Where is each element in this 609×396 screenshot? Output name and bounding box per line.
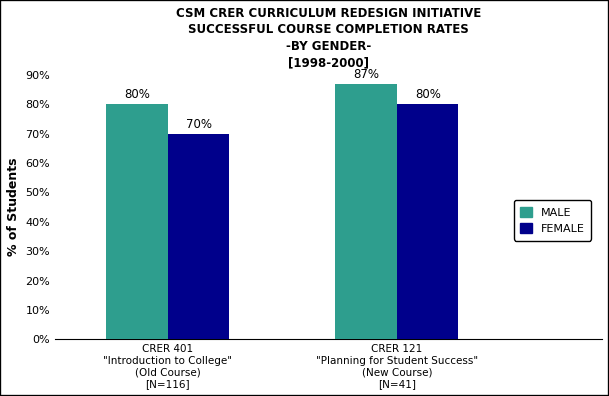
Legend: MALE, FEMALE: MALE, FEMALE	[514, 200, 591, 240]
Bar	[168, 133, 230, 339]
Bar	[397, 104, 459, 339]
Bar	[107, 104, 168, 339]
Text: 80%: 80%	[124, 88, 150, 101]
Y-axis label: % of Students: % of Students	[7, 158, 20, 256]
Title: CSM CRER CURRICULUM REDESIGN INITIATIVE
SUCCESSFUL COURSE COMPLETION RATES
-BY G: CSM CRER CURRICULUM REDESIGN INITIATIVE …	[176, 7, 481, 69]
Bar	[336, 84, 397, 339]
Text: 70%: 70%	[186, 118, 212, 131]
Text: 80%: 80%	[415, 88, 441, 101]
Text: 87%: 87%	[353, 68, 379, 81]
